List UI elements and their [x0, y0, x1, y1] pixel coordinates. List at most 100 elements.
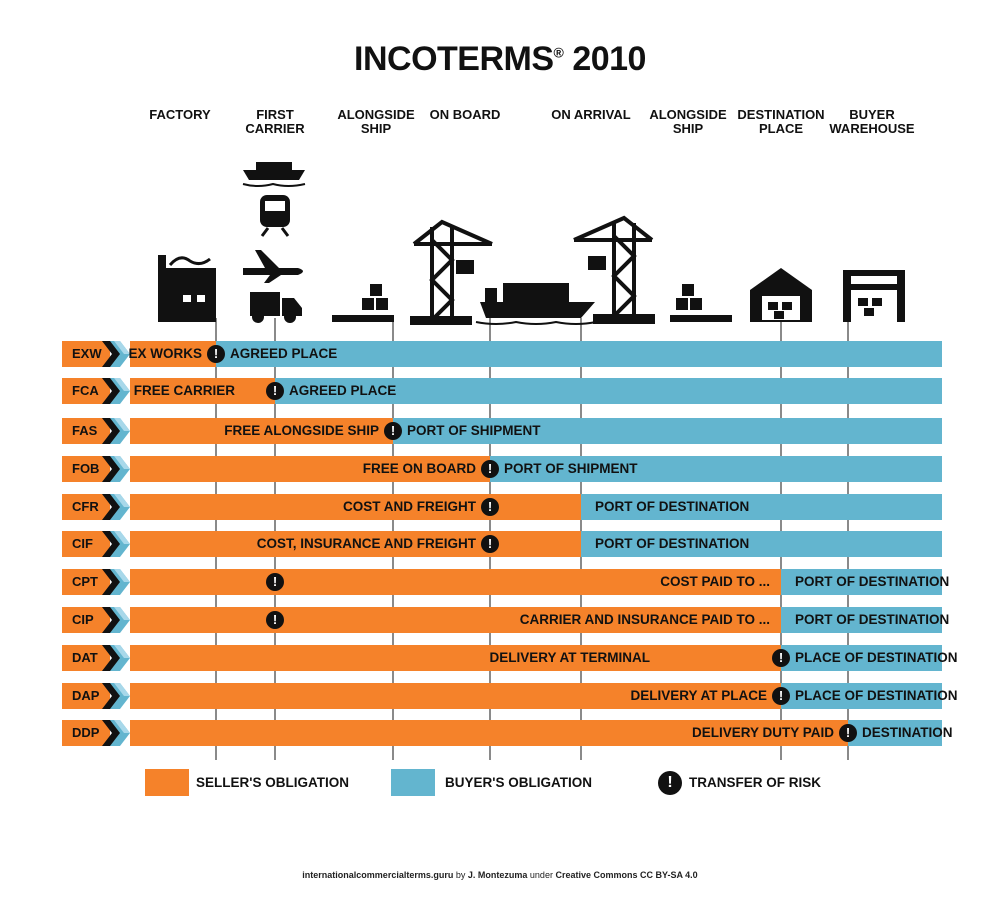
chevron-arrow-icon [102, 683, 130, 709]
term-code: EXW [62, 341, 110, 367]
legend-seller-swatch [145, 769, 189, 796]
seller-label: FREE CARRIER [133, 383, 235, 398]
ship-small-icon [242, 162, 306, 187]
registered-mark: ® [553, 44, 564, 61]
seller-label: COST AND FREIGHT [343, 499, 476, 514]
pallet-destination-icon [670, 284, 732, 322]
footer-license: Creative Commons CC BY-SA 4.0 [555, 870, 698, 880]
title-year: 2010 [572, 40, 646, 78]
buyer-label: DESTINATION [862, 725, 953, 740]
seller-label: CARRIER AND INSURANCE PAID TO ... [519, 612, 770, 627]
train-icon [260, 195, 290, 237]
truck-icon [250, 292, 302, 323]
buyer-label: PORT OF DESTINATION [795, 574, 950, 589]
buyer-obligation-bar [490, 456, 942, 482]
legend-buyer-label: BUYER'S OBLIGATION [445, 775, 592, 790]
seller-label: EX WORKS [128, 346, 202, 361]
risk-transfer-icon: ! [481, 460, 499, 478]
legend-seller-label: SELLER'S OBLIGATION [196, 775, 349, 790]
buyer-obligation-bar [275, 378, 942, 404]
chevron-arrow-icon [102, 531, 130, 557]
crane-origin-icon [410, 219, 493, 325]
risk-transfer-icon: ! [772, 687, 790, 705]
seller-obligation-bar [130, 531, 581, 557]
chevron-arrow-icon [102, 569, 130, 595]
term-code: FCA [62, 378, 110, 404]
stage-label-on-board: ON BOARD [429, 107, 501, 122]
seller-label: FREE ON BOARD [362, 461, 476, 476]
cargo-ship-icon [475, 283, 597, 325]
seller-obligation-bar [130, 341, 216, 367]
buyer-label: PORT OF SHIPMENT [504, 461, 638, 476]
seller-obligation-bar [130, 456, 490, 482]
buyer-obligation-bar [216, 341, 942, 367]
risk-transfer-icon: ! [266, 382, 284, 400]
seller-obligation-bar [130, 378, 275, 404]
buyer-label: PORT OF DESTINATION [595, 499, 750, 514]
buyer-warehouse-icon [843, 270, 905, 322]
buyer-obligation-bar [781, 569, 942, 595]
stage-label-alongside-ship-origin: ALONGSIDE SHIP [337, 107, 415, 136]
incoterm-row-cif: CIF COST, INSURANCE AND FREIGHT PORT OF DE… [62, 531, 942, 557]
chevron-arrow-icon [102, 456, 130, 482]
chevron-arrow-icon [102, 341, 130, 367]
buyer-obligation-bar [781, 683, 942, 709]
chevron-arrow-icon [102, 378, 130, 404]
term-code: DDP [62, 720, 110, 746]
crane-destination-icon [573, 215, 655, 324]
legend-buyer-swatch [391, 769, 435, 796]
seller-obligation-bar [130, 683, 781, 709]
seller-label: DELIVERY AT TERMINAL [489, 650, 650, 665]
incoterm-row-dap: DAP DELIVERY AT PLACE PLACE OF DESTINATION… [62, 683, 958, 709]
risk-transfer-icon: ! [481, 535, 499, 553]
risk-transfer-icon: ! [772, 649, 790, 667]
seller-obligation-bar [130, 418, 393, 444]
incoterm-row-fas: FAS FREE ALONGSIDE SHIP PORT OF SHIPMENT! [62, 418, 942, 444]
buyer-obligation-bar [781, 607, 942, 633]
seller-label: DELIVERY DUTY PAID [691, 725, 834, 740]
term-code: DAP [62, 683, 110, 709]
legend-risk-label: TRANSFER OF RISK [689, 775, 822, 790]
incoterm-row-cpt: CPT COST PAID TO ... PORT OF DESTINATION! [62, 569, 949, 595]
term-code: FOB [62, 456, 110, 482]
page-title: INCOTERMS® 2010 [0, 40, 1000, 79]
risk-transfer-icon: ! [384, 422, 402, 440]
seller-label: FREE ALONGSIDE SHIP [224, 423, 379, 438]
risk-transfer-icon: ! [207, 345, 225, 363]
stage-label-on-arrival: ON ARRIVAL [551, 107, 631, 122]
buyer-obligation-bar [581, 494, 942, 520]
stage-label-buyer-warehouse: BUYER WAREHOUSE [829, 107, 915, 136]
chevron-arrow-icon [102, 720, 130, 746]
stage-label-first-carrier: FIRST CARRIER [245, 107, 305, 136]
seller-obligation-bar [130, 720, 848, 746]
buyer-obligation-bar [393, 418, 942, 444]
buyer-obligation-bar [848, 720, 942, 746]
factory-icon [158, 255, 216, 322]
chevron-arrow-icon [102, 607, 130, 633]
incoterm-row-fob: FOB FREE ON BOARD PORT OF SHIPMENT! [62, 456, 942, 482]
stage-label-destination-place: DESTINATION PLACE [737, 107, 825, 136]
incoterm-row-fca: FCA FREE CARRIER AGREED PLACE! [62, 378, 942, 404]
buyer-label: AGREED PLACE [230, 346, 338, 361]
seller-label: COST PAID TO ... [660, 574, 770, 589]
footer-site: internationalcommercialterms.guru [302, 870, 454, 880]
seller-obligation-bar [130, 607, 781, 633]
seller-obligation-bar [130, 494, 581, 520]
stage-label-factory: FACTORY [149, 107, 211, 122]
seller-obligation-bar [130, 645, 781, 671]
footer-under: under [529, 870, 553, 880]
buyer-label: PORT OF DESTINATION [795, 612, 950, 627]
chevron-arrow-icon [102, 418, 130, 444]
buyer-obligation-bar [781, 645, 942, 671]
buyer-label: PLACE OF DESTINATION [795, 650, 958, 665]
term-code: FAS [62, 418, 110, 444]
risk-transfer-icon: ! [839, 724, 857, 742]
transport-icons [158, 162, 905, 325]
buyer-label: PLACE OF DESTINATION [795, 688, 958, 703]
footer-credit: internationalcommercialterms.guru by J. … [0, 870, 1000, 880]
seller-label: DELIVERY AT PLACE [630, 688, 767, 703]
term-code: DAT [62, 645, 110, 671]
incoterm-row-dat: DAT DELIVERY AT TERMINAL PLACE OF DESTINAT… [62, 645, 958, 671]
risk-transfer-icon: ! [481, 498, 499, 516]
